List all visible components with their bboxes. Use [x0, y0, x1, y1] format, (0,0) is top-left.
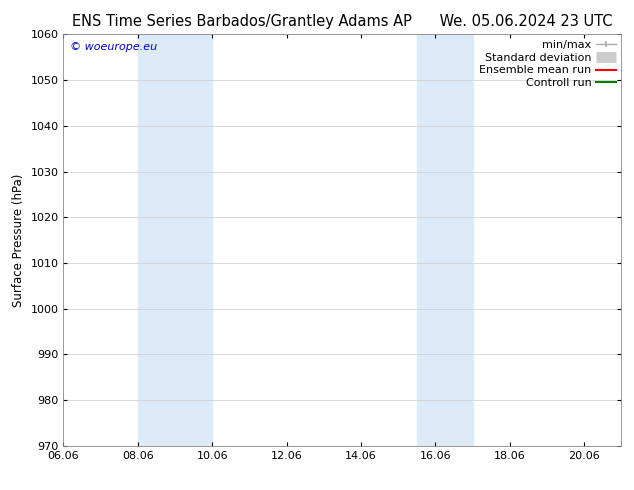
Bar: [417, 34, 472, 446]
Text: © woeurope.eu: © woeurope.eu: [70, 42, 157, 52]
Y-axis label: Surface Pressure (hPa): Surface Pressure (hPa): [12, 173, 25, 307]
Title: ENS Time Series Barbados/Grantley Adams AP      We. 05.06.2024 23 UTC: ENS Time Series Barbados/Grantley Adams …: [72, 14, 612, 29]
Legend: min/max, Standard deviation, Ensemble mean run, Controll run: min/max, Standard deviation, Ensemble me…: [475, 35, 620, 93]
Bar: [138, 34, 212, 446]
